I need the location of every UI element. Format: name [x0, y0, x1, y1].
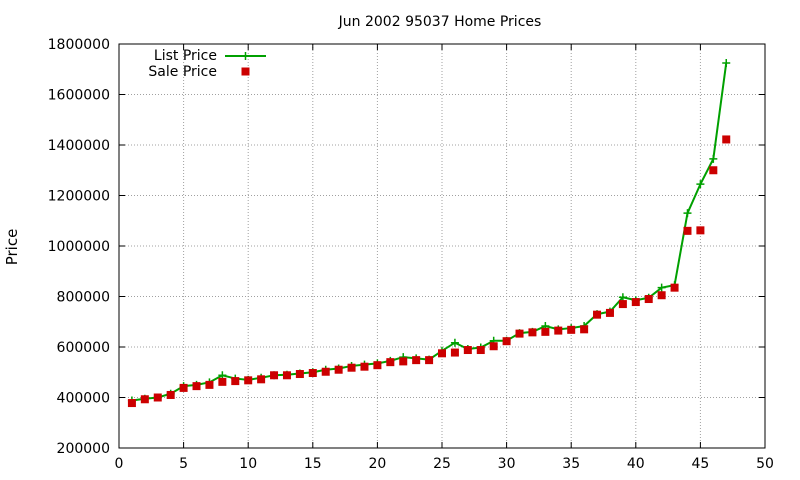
sale-price-point [683, 226, 692, 235]
legend: List Price Sale Price [148, 48, 266, 80]
sale-price-point [657, 291, 666, 300]
chart-title: Jun 2002 95037 Home Prices [338, 14, 542, 30]
y-tick-label: 200000 [57, 441, 110, 457]
list-price-point [657, 283, 666, 292]
list-price-line [131, 62, 728, 402]
list-price-point [618, 293, 627, 302]
sale-price-point [218, 377, 227, 386]
y-tick-label: 1400000 [48, 138, 110, 154]
sale-price-point [360, 362, 369, 371]
legend-marker-list-price [241, 52, 250, 60]
sale-price-point [425, 356, 434, 365]
x-tick-label: 25 [433, 456, 451, 472]
legend-swatch-sale-price [241, 67, 250, 76]
sale-price-point [489, 342, 498, 351]
sale-price-point [308, 369, 317, 378]
sale-price-point [257, 375, 266, 384]
sale-price-point [593, 310, 602, 319]
x-tick-label: 15 [304, 456, 322, 472]
sale-price-point [644, 295, 653, 304]
sale-price-point [463, 346, 472, 355]
sale-price-point [528, 328, 537, 337]
list-price-point [722, 58, 731, 67]
sale-price-point [618, 300, 627, 309]
list-price-point [696, 180, 705, 189]
y-tick-label: 800000 [57, 290, 110, 306]
sale-price-point [205, 380, 214, 389]
sale-price-point [295, 370, 304, 379]
legend-label-sale-price: Sale Price [148, 64, 217, 80]
sale-price-point [231, 377, 240, 386]
sale-price-point [696, 226, 705, 235]
sale-price-point [166, 390, 175, 399]
sale-price-point [670, 283, 679, 292]
x-tick-label: 10 [239, 456, 257, 472]
sale-price-point [244, 376, 253, 385]
sale-price-point [450, 348, 459, 357]
y-axis: 200000 400000 600000 800000 1000000 1200000 14… [48, 37, 765, 457]
sale-price-point [192, 382, 201, 391]
y-tick-label: 1200000 [48, 189, 110, 205]
sale-price-point [153, 393, 162, 402]
sale-price-point [541, 327, 550, 336]
x-tick-label: 30 [498, 456, 516, 472]
y-tick-label: 1800000 [48, 37, 110, 53]
sale-price-point [722, 135, 731, 144]
sale-price-point [373, 361, 382, 370]
y-axis-label: Price [3, 229, 21, 266]
sale-price-point [567, 325, 576, 334]
sale-price-point [438, 349, 446, 358]
y-tick-label: 600000 [57, 340, 110, 356]
sale-price-point [179, 383, 188, 392]
list-price-point [450, 338, 459, 347]
sale-price-point [321, 367, 330, 376]
y-tick-label: 400000 [57, 391, 110, 407]
x-tick-label: 40 [627, 456, 645, 472]
sale-price-point [282, 371, 291, 380]
y-tick-label: 1600000 [48, 88, 110, 104]
sale-price-point [515, 329, 524, 338]
sale-price-point [554, 326, 563, 335]
list-price-point [709, 154, 718, 163]
x-axis: 0 5 10 15 20 25 30 35 40 45 50 [115, 44, 774, 472]
sale-price-point [399, 357, 408, 366]
sale-price-point [580, 325, 589, 334]
legend-label-list-price: List Price [154, 48, 217, 64]
x-tick-label: 5 [179, 456, 188, 472]
sale-price-point [709, 166, 718, 175]
sale-price-point [270, 371, 279, 380]
sale-price-point [502, 337, 511, 346]
sale-price-point [140, 395, 149, 404]
x-tick-label: 45 [691, 456, 709, 472]
x-tick-label: 50 [756, 456, 774, 472]
sale-price-point [605, 308, 614, 317]
sale-price-point [127, 399, 136, 408]
y-tick-label: 1000000 [48, 239, 110, 255]
x-tick-label: 35 [562, 456, 580, 472]
x-tick-label: 20 [368, 456, 386, 472]
grid [119, 44, 765, 448]
list-price-point [683, 209, 692, 218]
sale-price-point [386, 358, 395, 367]
x-tick-label: 0 [115, 456, 124, 472]
sale-price-point [631, 298, 640, 307]
sale-price-point [412, 356, 421, 365]
sale-price-point [476, 346, 485, 355]
sale-price-point [347, 363, 356, 372]
sale-price-point [334, 365, 343, 374]
plot-series [127, 58, 731, 408]
